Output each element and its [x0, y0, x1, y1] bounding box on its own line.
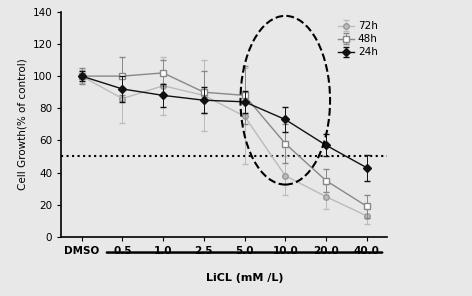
Text: LiCL (mM /L): LiCL (mM /L): [206, 273, 283, 283]
Y-axis label: Cell Growth(% of control): Cell Growth(% of control): [17, 58, 27, 190]
Legend: 72h, 48h, 24h: 72h, 48h, 24h: [334, 17, 382, 62]
